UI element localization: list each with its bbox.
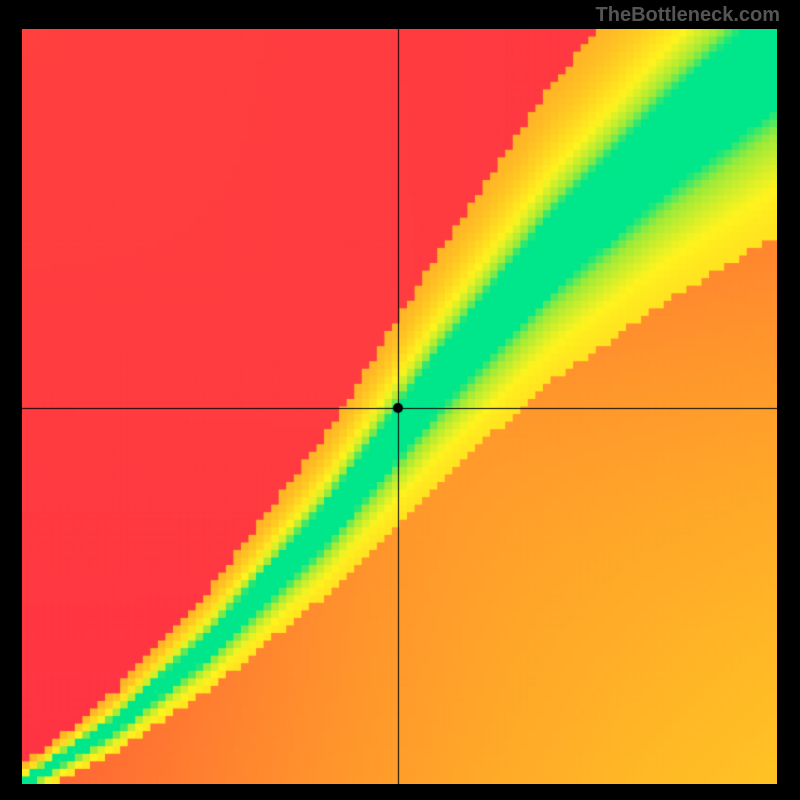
chart-container: TheBottleneck.com [0, 0, 800, 800]
watermark-text: TheBottleneck.com [596, 4, 780, 27]
bottleneck-heatmap [22, 29, 777, 784]
